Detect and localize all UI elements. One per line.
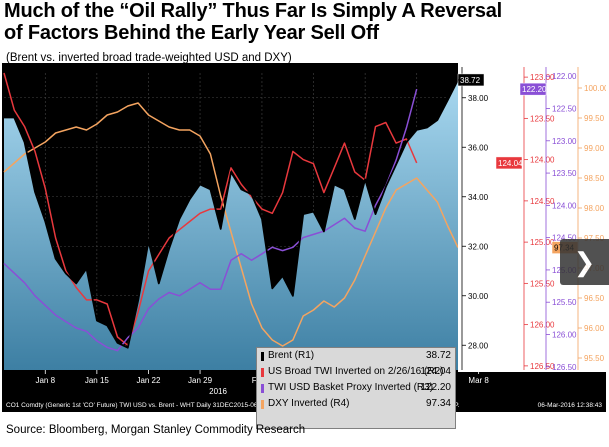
axis-r1-tick-label: 38.00 [468, 94, 489, 103]
legend-value: 97.34 [425, 398, 451, 409]
last-value-twi-basket-bg [519, 82, 547, 96]
axis-r3-tick-label: 125.50 [552, 298, 577, 307]
next-slide-button[interactable]: ❯ [560, 239, 609, 285]
axis-r3-tick-label: 122.00 [552, 72, 577, 81]
right-axis-panel [458, 63, 606, 372]
axis-r4-tick-label: 100.00 [584, 84, 606, 93]
axis-r4-tick-label: 96.00 [584, 324, 605, 333]
axis-r4-tick-label: 96.50 [584, 294, 605, 303]
axis-r2-tick-label: 125.00 [530, 238, 555, 247]
source-note: Source: Bloomberg, Morgan Stanley Commod… [6, 424, 306, 436]
axis-r2-tick-label: 126.00 [530, 321, 555, 330]
legend-value: 38.72 [425, 350, 451, 361]
legend-brent: Brent (R1) 38.72 [257, 348, 455, 364]
x-tick-label: Jan 8 [35, 376, 55, 385]
x-tick-label: Jan 22 [136, 376, 161, 385]
axis-r3-tick-label: 123.00 [552, 137, 577, 146]
last-value-us-broad-twi: 124.04 [498, 159, 523, 168]
legend-dxy: DXY Inverted (R4) 97.34 [257, 396, 455, 412]
legend-twi-basket: TWI USD Basket Proxy Inverted (R3) 122.20 [257, 380, 455, 396]
legend-us-broad-twi: US Broad TWI Inverted on 2/26/16 (R2) 124… [257, 364, 455, 380]
axis-r1-tick-label: 30.00 [468, 292, 489, 301]
series-dxy-line [3, 102, 459, 347]
axis-r3-tick-label: 126.00 [552, 330, 577, 339]
x-tick-label: Mar 8 [468, 376, 489, 385]
chart-svg: 38.00 36.00 34.00 32.00 30.00 28.00 123.00 123.… [2, 63, 606, 412]
axis-r3-tick-label: 123.50 [552, 169, 577, 178]
axis-r4-tick-label: 95.50 [584, 354, 605, 363]
axis-r1-tick-label: 32.00 [468, 242, 489, 251]
axis-r2-tick-label: 124.00 [530, 156, 555, 165]
last-value-brent: 38.72 [460, 76, 481, 85]
chart-title: Much of the “Oil Rally” Thus Far Is Simp… [4, 0, 604, 44]
axis-r4-tick-label: 99.50 [584, 114, 605, 123]
axis-r4-tick-label: 99.00 [584, 144, 605, 153]
axis-r3-tick-label: 126.50 [552, 363, 577, 372]
chart-subtitle: (Brent vs. inverted broad trade-weighted… [6, 52, 292, 64]
x-tick-label: Jan 29 [188, 376, 213, 385]
axis-r1-tick-label: 28.00 [468, 341, 489, 350]
chart-title-line2: of Factors Behind the Early Year Sell Of… [4, 22, 379, 44]
axis-r1-tick-label: 34.00 [468, 193, 489, 202]
axis-r4-tick-label: 97.50 [584, 234, 605, 243]
legend-swatch [261, 368, 264, 377]
axis-r2-tick-label: 125.50 [530, 279, 555, 288]
series-twi-basket-line [3, 88, 418, 352]
bloomberg-footer-right: 06-Mar-2016 12:38:43 [538, 402, 603, 409]
axis-r3-tick-label: 124.50 [552, 234, 577, 243]
axis-r3-tick-label: 124.00 [552, 201, 577, 210]
axis-r2-tick-label: 123.50 [530, 114, 555, 123]
chart-title-line1: Much of the “Oil Rally” Thus Far Is Simp… [4, 0, 503, 22]
axis-r2-tick-label: 126.50 [530, 362, 555, 371]
last-value-us-broad-twi-bg [495, 156, 523, 170]
legend-label: TWI USD Basket Proxy Inverted (R3) [268, 382, 434, 393]
bloomberg-footer-left: CO1 Comdty (Generic 1st 'CO' Future) TWI… [6, 402, 258, 409]
axis-r4-tick-label: 98.00 [584, 204, 605, 213]
legend-value: 122.20 [420, 382, 451, 393]
chart-frame: 38.00 36.00 34.00 32.00 30.00 28.00 123.00 123.… [2, 63, 606, 429]
legend-label: Brent (R1) [268, 350, 315, 361]
axis-r3-tick-label: 122.50 [552, 105, 577, 114]
x-tick-label: Jan 15 [85, 376, 110, 385]
chart-legend: Brent (R1) 38.72 US Broad TWI Inverted on … [256, 347, 456, 429]
series-brent-line [4, 79, 459, 349]
legend-label: DXY Inverted (R4) [268, 398, 350, 409]
axis-r2-tick-label: 123.00 [530, 73, 555, 82]
series-us-broad-twi-line [3, 72, 418, 347]
last-value-twi-basket: 122.20 [522, 85, 547, 94]
legend-label: US Broad TWI Inverted on 2/26/16 (R2) [268, 366, 444, 377]
axis-r4-tick-label: 98.50 [584, 174, 605, 183]
axis-r2-tick-label: 124.50 [530, 197, 555, 206]
legend-value: 124.04 [420, 366, 451, 377]
x-year-label: 2016 [209, 387, 227, 396]
brent-area [4, 79, 458, 371]
legend-swatch [261, 384, 264, 393]
legend-swatch [261, 400, 264, 409]
axis-r1-tick-label: 36.00 [468, 143, 489, 152]
legend-swatch [261, 352, 264, 361]
